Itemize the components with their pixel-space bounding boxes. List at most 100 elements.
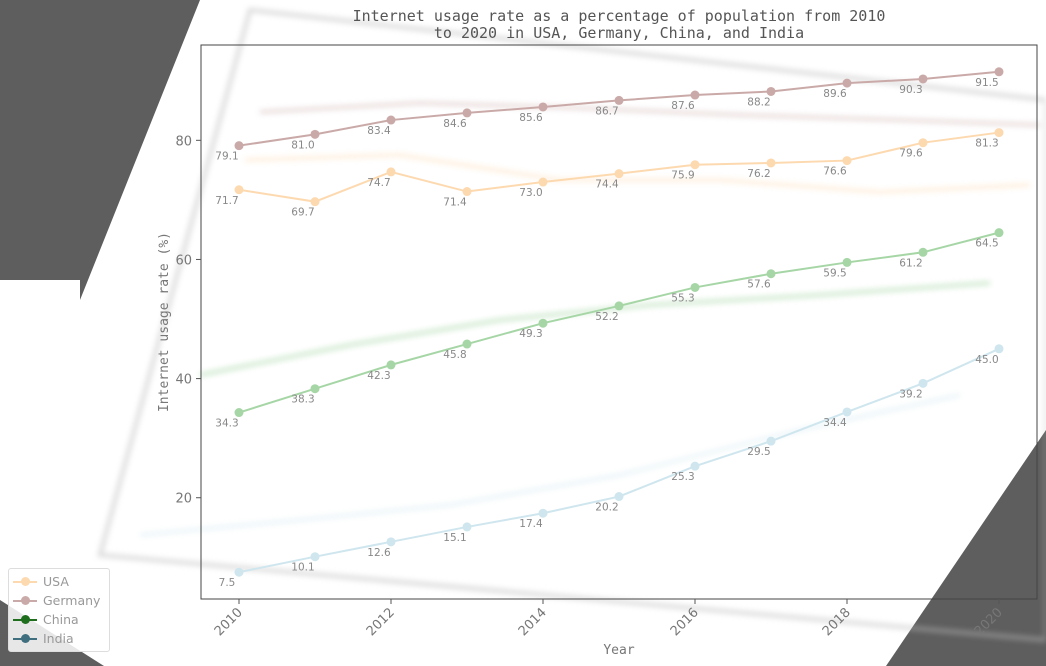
data-label-usa: 71.7: [215, 195, 238, 207]
data-point-germany: [766, 86, 776, 96]
x-tick-label: 2016: [668, 605, 702, 639]
data-point-usa: [614, 169, 624, 179]
data-label-usa: 76.2: [747, 168, 770, 180]
data-point-usa: [766, 158, 776, 168]
legend-label-india: India: [43, 631, 74, 646]
data-point-india: [234, 567, 244, 577]
data-point-usa: [234, 185, 244, 195]
data-label-usa: 74.4: [595, 179, 619, 191]
legend-item-usa: USA: [13, 572, 105, 591]
data-label-china: 59.5: [823, 267, 846, 279]
data-point-china: [310, 384, 320, 394]
data-label-germany: 90.3: [899, 84, 922, 96]
data-label-china: 55.3: [671, 292, 694, 304]
data-label-germany: 81.0: [291, 139, 314, 151]
data-point-germany: [538, 102, 548, 112]
data-point-china: [614, 301, 624, 311]
data-label-germany: 91.5: [975, 77, 998, 89]
data-point-germany: [994, 67, 1004, 77]
legend-marker-germany: [13, 595, 37, 606]
data-label-usa: 79.6: [899, 148, 923, 160]
legend-marker-india: [13, 633, 37, 644]
data-point-china: [538, 318, 548, 328]
series-line-india: [238, 347, 1000, 574]
x-axis-label: Year: [603, 643, 634, 658]
chart-title: Internet usage rate as a percentage of p…: [353, 7, 886, 42]
data-label-germany: 89.6: [823, 88, 847, 100]
image-background: [80, 0, 1046, 666]
data-label-usa: 69.7: [291, 207, 314, 219]
x-tick-label: 2010: [212, 605, 246, 639]
data-label-usa: 76.6: [823, 166, 847, 178]
legend-label-germany: Germany: [43, 593, 101, 608]
data-point-usa: [918, 138, 928, 148]
data-point-india: [690, 461, 700, 471]
data-point-china: [690, 282, 700, 292]
data-point-usa: [462, 187, 472, 197]
data-label-usa: 81.3: [975, 138, 998, 150]
data-label-china: 42.3: [367, 370, 390, 382]
data-label-india: 29.5: [747, 446, 770, 458]
data-point-india: [918, 378, 928, 388]
data-label-india: 7.5: [219, 577, 236, 589]
data-label-china: 38.3: [291, 394, 314, 406]
x-tick-label: 2012: [364, 605, 398, 639]
data-point-germany: [842, 78, 852, 88]
data-label-china: 49.3: [519, 328, 542, 340]
data-point-germany: [234, 141, 244, 151]
legend-marker-usa: [13, 576, 37, 587]
data-point-usa: [690, 160, 700, 170]
data-label-usa: 74.7: [367, 177, 390, 189]
series-line-china: [238, 231, 1000, 414]
data-label-india: 17.4: [519, 518, 543, 530]
y-axis-label: Internet usage rate (%): [157, 232, 172, 412]
data-point-china: [386, 360, 396, 370]
data-label-india: 12.6: [367, 547, 391, 559]
data-label-germany: 85.6: [519, 112, 543, 124]
chart-title-line-2: to 2020 in USA, Germany, China, and Indi…: [434, 24, 804, 42]
data-point-usa: [310, 197, 320, 207]
x-tick-label: 2014: [516, 605, 550, 639]
data-label-china: 64.5: [975, 238, 998, 250]
data-label-india: 20.2: [595, 502, 618, 514]
data-label-india: 45.0: [975, 354, 998, 366]
series-line-germany: [238, 70, 1000, 147]
data-label-germany: 88.2: [747, 96, 770, 108]
data-label-india: 39.2: [899, 388, 922, 400]
data-point-india: [310, 552, 320, 562]
data-point-germany: [690, 90, 700, 100]
data-label-germany: 87.6: [671, 100, 695, 112]
data-point-china: [234, 408, 244, 418]
data-point-germany: [614, 95, 624, 105]
data-point-germany: [462, 108, 472, 118]
data-label-china: 45.8: [443, 349, 466, 361]
data-point-germany: [918, 74, 928, 84]
legend: USA Germany China India: [8, 568, 110, 652]
data-point-india: [462, 522, 472, 532]
data-label-china: 52.2: [595, 311, 618, 323]
data-label-usa: 71.4: [443, 197, 467, 209]
legend-item-india: India: [13, 629, 105, 648]
data-label-germany: 79.1: [215, 151, 238, 163]
data-point-usa: [386, 167, 396, 177]
y-tick-label: 40: [175, 373, 192, 388]
data-label-china: 61.2: [899, 257, 922, 269]
data-point-india: [386, 537, 396, 547]
data-label-china: 57.6: [747, 279, 771, 291]
data-point-india: [538, 508, 548, 518]
data-label-india: 10.1: [291, 562, 314, 574]
data-label-usa: 73.0: [519, 187, 542, 199]
y-tick-label: 80: [175, 134, 192, 149]
y-tick-label: 60: [175, 253, 192, 268]
data-point-china: [994, 228, 1004, 238]
legend-label-usa: USA: [43, 574, 69, 589]
data-point-india: [994, 344, 1004, 354]
data-point-india: [614, 492, 624, 502]
legend-item-germany: Germany: [13, 591, 105, 610]
data-point-china: [766, 269, 776, 279]
legend-item-china: China: [13, 610, 105, 629]
x-tick-label: 2020: [972, 605, 1006, 639]
data-point-germany: [386, 115, 396, 125]
data-label-china: 34.3: [215, 418, 238, 430]
